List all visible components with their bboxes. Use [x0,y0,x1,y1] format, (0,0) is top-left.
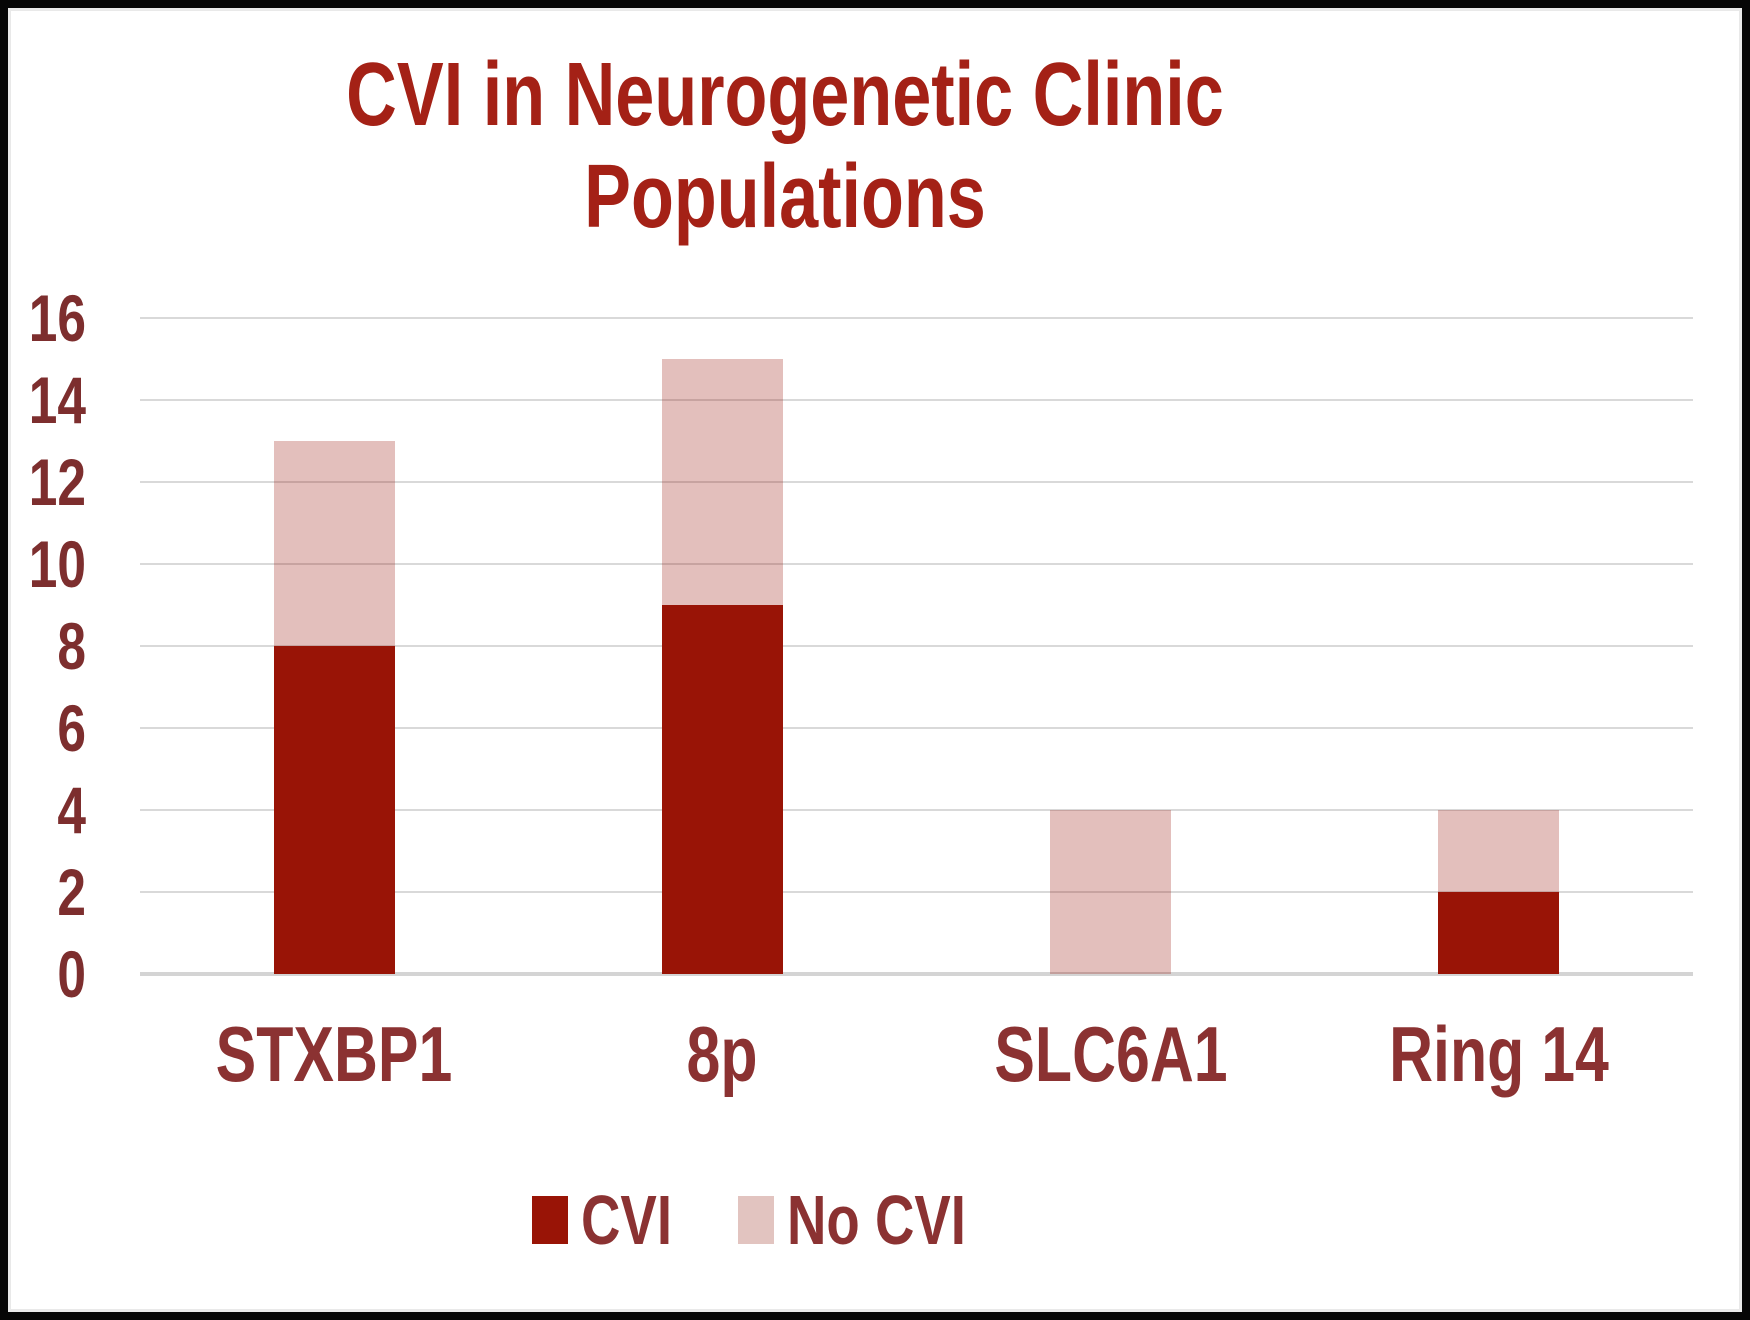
bar-stxbp1 [273,318,395,974]
chart-title: CVI in Neurogenetic Clinic Populations [173,44,1398,248]
bar-segment-cvi [661,605,783,974]
bar-segment-cvi [1438,892,1560,974]
legend-swatch-cvi [531,1196,568,1244]
legend: CVI No CVI [0,1184,1548,1256]
gridline [140,563,1693,565]
gridline [140,891,1693,893]
legend-label-no-cvi: No CVI [786,1181,966,1259]
y-tick-label: 4 [57,773,86,847]
y-tick-label: 2 [57,855,86,929]
bar-ring-14 [1438,318,1560,974]
gridline [140,317,1693,319]
y-tick-label: 14 [28,363,86,437]
gridline [140,481,1693,483]
x-tick-label: Ring 14 [1388,1010,1609,1098]
bar-segment-cvi [273,646,395,974]
bar-8p [661,318,783,974]
bar-segment-no-cvi [273,441,395,646]
bar-segment-no-cvi [1050,810,1172,974]
gridline [140,399,1693,401]
gridline [140,727,1693,729]
y-tick-label: 12 [28,445,86,519]
bar-slc6a1 [1050,318,1172,974]
chart-title-line2: Populations [584,147,986,247]
x-tick-label: 8p [686,1010,758,1098]
bar-segment-no-cvi [661,359,783,605]
gridline [140,809,1693,811]
gridline [140,972,1693,976]
x-tick-label: STXBP1 [215,1010,453,1098]
y-tick-label: 6 [57,691,86,765]
y-tick-label: 10 [28,527,86,601]
plot-area [140,317,1693,976]
legend-label-cvi: CVI [580,1181,672,1259]
y-tick-label: 0 [57,937,86,1011]
gridline [140,645,1693,647]
bar-segment-no-cvi [1438,810,1560,892]
x-tick-label: SLC6A1 [993,1010,1228,1098]
y-tick-label: 8 [57,609,86,683]
legend-item-cvi: CVI [531,1181,698,1259]
legend-item-no-cvi: No CVI [737,1181,1016,1259]
chart-title-line1: CVI in Neurogenetic Clinic [346,45,1224,145]
y-tick-label: 16 [28,281,86,355]
legend-swatch-no-cvi [737,1196,774,1244]
